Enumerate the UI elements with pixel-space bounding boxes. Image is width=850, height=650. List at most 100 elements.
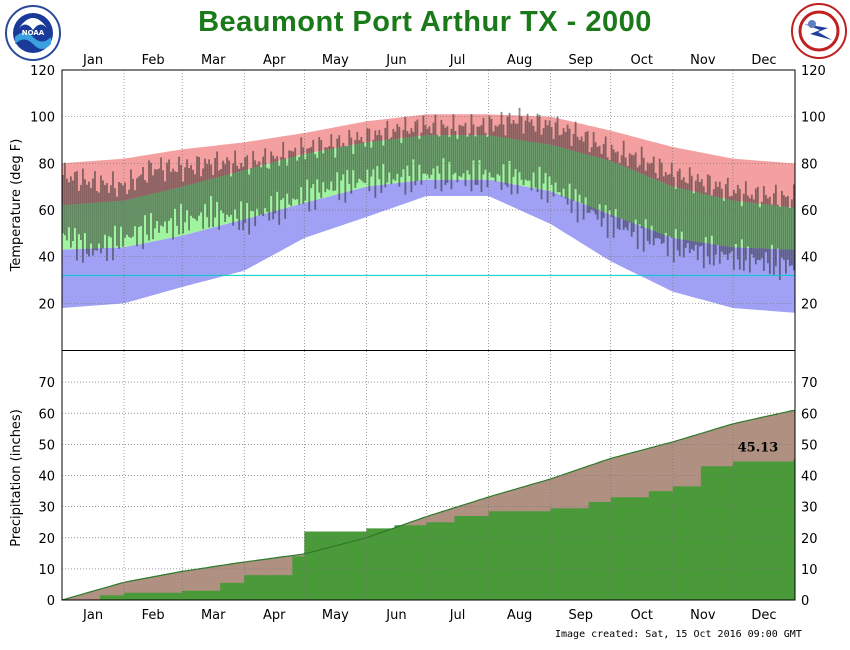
actual-day-bar [610, 144, 613, 217]
actual-day-bar [420, 132, 423, 185]
actual-day-bar [638, 165, 641, 225]
actual-day-bar [276, 156, 279, 192]
actual-day-bar [116, 196, 118, 246]
actual-day-bar [746, 195, 749, 247]
actual-day-bar [186, 159, 188, 211]
actual-day-bar [398, 127, 401, 187]
actual-day-bar [504, 135, 507, 185]
actual-day-bar [480, 125, 483, 192]
actual-day-bar [628, 153, 631, 223]
actual-day-bar [368, 128, 371, 192]
actual-day-bar [456, 138, 459, 183]
actual-day-bar [516, 123, 519, 194]
actual-day-bar [296, 160, 299, 200]
actual-day-bar [194, 174, 196, 220]
actual-day-bar [414, 121, 417, 186]
actual-day-bar [230, 176, 233, 215]
actual-day-bar [622, 140, 625, 230]
month-label-bottom: Dec [751, 608, 776, 623]
actual-day-bar [636, 167, 639, 249]
actual-day-bar [692, 193, 695, 251]
actual-day-bar [154, 169, 156, 229]
actual-day-bar [412, 131, 415, 160]
actual-day-bar [238, 168, 241, 230]
precip-tick-label-right: 40 [801, 470, 818, 485]
actual-day-bar [502, 124, 505, 165]
actual-day-bar [620, 155, 623, 219]
actual-day-bar [642, 157, 645, 252]
actual-day-bar [96, 191, 98, 251]
month-label-bottom: Mar [201, 608, 226, 623]
actual-day-bar [200, 176, 202, 213]
actual-day-bar [118, 182, 120, 249]
actual-day-bar [654, 172, 657, 239]
actual-day-bar [294, 147, 297, 200]
actual-day-bar [258, 161, 261, 216]
actual-day-bar [342, 142, 345, 175]
actual-day-bar [320, 140, 323, 199]
actual-day-bar [704, 192, 707, 238]
actual-day-bar [670, 162, 673, 238]
actual-day-bar [370, 147, 373, 177]
actual-day-bar [158, 168, 160, 233]
actual-day-bar [576, 136, 579, 223]
actual-day-bar [246, 155, 249, 203]
actual-day-bar [394, 131, 397, 181]
actual-day-bar [262, 156, 265, 217]
actual-day-bar [170, 171, 172, 219]
actual-day-bar [232, 163, 235, 226]
actual-day-bar [602, 143, 605, 219]
actual-day-bar [694, 180, 697, 245]
actual-day-bar [212, 175, 214, 228]
actual-day-bar [716, 186, 719, 246]
actual-day-bar [252, 150, 255, 212]
actual-day-bar [334, 157, 337, 191]
actual-day-bar [618, 163, 621, 230]
actual-day-bar [390, 137, 393, 185]
actual-day-bar [678, 168, 681, 257]
precip-tick-label-left: 10 [38, 563, 55, 578]
actual-day-bar [630, 154, 633, 237]
actual-day-bar [134, 190, 136, 227]
actual-day-bar [668, 174, 671, 237]
actual-day-bar [624, 157, 627, 228]
actual-day-bar [188, 167, 190, 231]
actual-day-bar [156, 169, 158, 222]
precip-tick-label-left: 60 [38, 407, 55, 422]
plot-frame [61, 69, 796, 601]
actual-day-bar [136, 178, 138, 247]
actual-day-bar [742, 193, 745, 271]
actual-day-bar [644, 170, 647, 220]
actual-day-bar [526, 113, 529, 181]
actual-day-bar [476, 126, 479, 185]
actual-day-bar [706, 174, 709, 257]
actual-day-bar [102, 180, 104, 249]
actual-day-bar [388, 138, 391, 173]
actual-day-bar [62, 175, 64, 234]
actual-day-bar [720, 188, 723, 252]
actual-day-bar [240, 162, 243, 202]
actual-day-bar [444, 127, 447, 185]
actual-day-bar [426, 128, 429, 175]
temp-tick-label-left: 20 [38, 297, 55, 312]
actual-day-bar [346, 146, 349, 171]
actual-day-bar [274, 158, 277, 214]
temp-tick-label-left: 120 [30, 64, 55, 79]
month-label-bottom: May [322, 608, 349, 623]
actual-day-bar [750, 194, 753, 255]
actual-day-bar [416, 119, 419, 181]
actual-day-bar [422, 115, 425, 174]
actual-day-bar [578, 139, 581, 195]
actual-day-bar [76, 171, 78, 261]
actual-day-bar [88, 181, 90, 257]
actual-day-bar [360, 136, 363, 181]
month-label-bottom: Jan [82, 608, 103, 623]
actual-day-bar [778, 206, 781, 280]
actual-day-bar [182, 181, 184, 234]
actual-day-bar [114, 188, 116, 226]
actual-day-bar [198, 156, 200, 216]
actual-day-bar [344, 145, 347, 203]
actual-day-bar [780, 190, 783, 258]
actual-day-bar [590, 147, 593, 210]
actual-day-bar [682, 177, 685, 258]
